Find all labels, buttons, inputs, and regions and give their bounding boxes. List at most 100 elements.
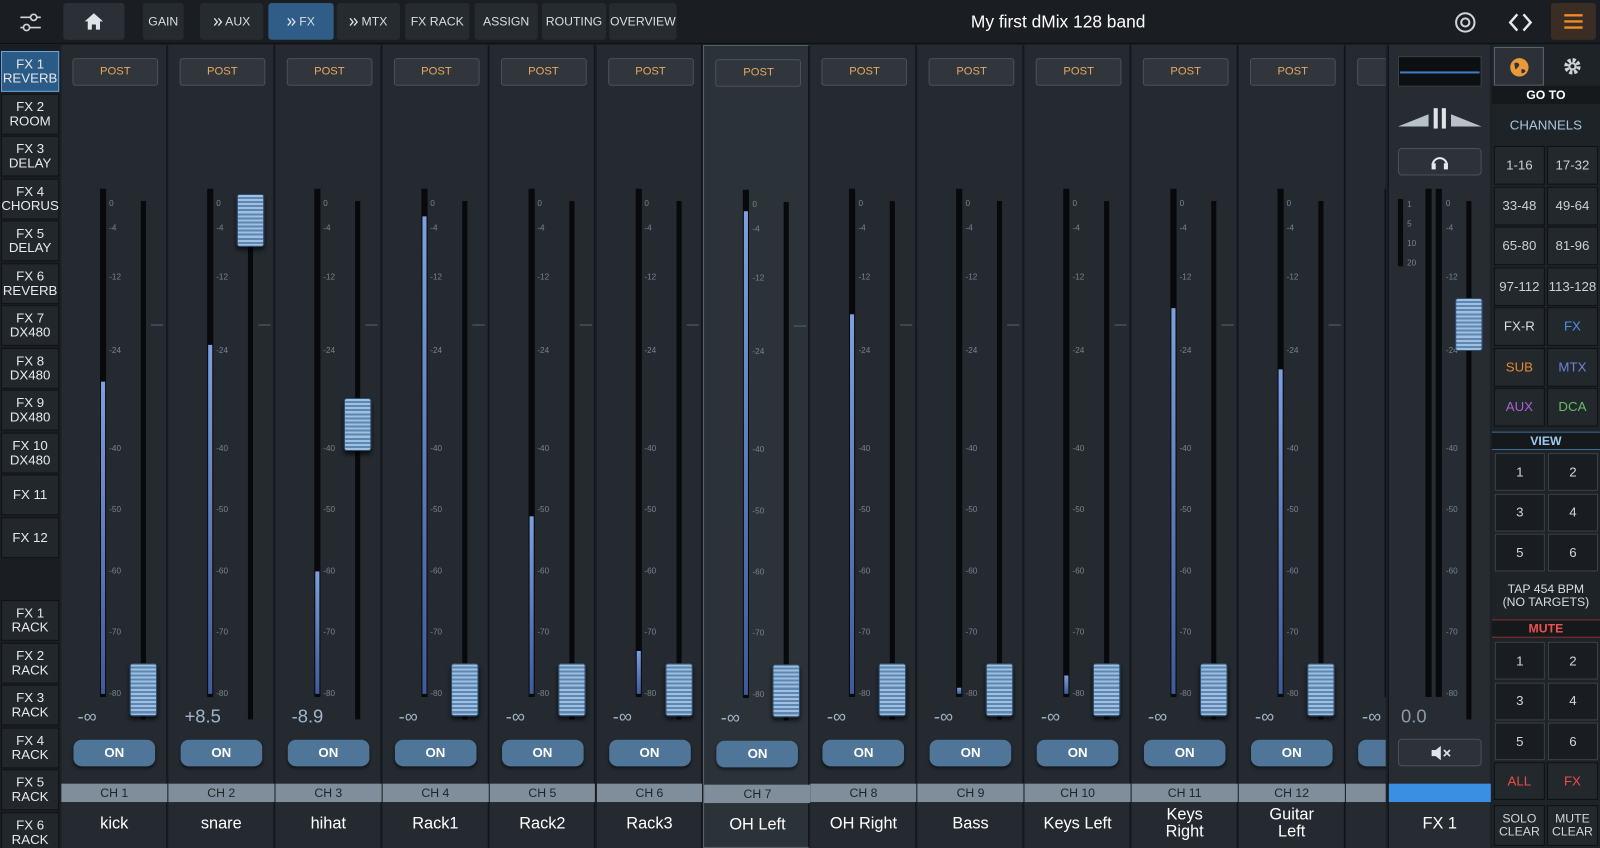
- send-button[interactable]: POST: [928, 58, 1015, 86]
- bank-button[interactable]: DCA: [1546, 387, 1598, 427]
- solo-clear-button[interactable]: SOLO CLEAR: [1493, 805, 1545, 846]
- bank-button[interactable]: FX-R: [1493, 307, 1545, 346]
- rack-select-button[interactable]: FX 1 RACK: [1, 599, 60, 641]
- fader-knob[interactable]: [236, 193, 265, 247]
- bank-button[interactable]: MTX: [1546, 347, 1598, 387]
- on-button[interactable]: ON: [287, 739, 370, 767]
- fx-select-button[interactable]: FX 4 CHORUS: [1, 178, 60, 219]
- send-button[interactable]: POST: [1249, 58, 1336, 86]
- send-button[interactable]: POST: [607, 58, 694, 86]
- fx-select-button[interactable]: FX 7 DX480: [1, 305, 60, 346]
- tab[interactable]: MTX: [336, 3, 400, 40]
- fx-select-button[interactable]: FX 1 REVERB: [1, 51, 60, 92]
- channel-name[interactable]: Rack2: [489, 804, 595, 845]
- bank-button[interactable]: FX: [1546, 307, 1598, 346]
- send-button[interactable]: POST: [1142, 58, 1229, 86]
- headphone-button[interactable]: [1397, 147, 1482, 176]
- mute-group-button[interactable]: 4: [1547, 682, 1598, 720]
- fader-knob[interactable]: [664, 663, 693, 717]
- rack-select-button[interactable]: FX 4 RACK: [1, 727, 60, 768]
- view-button[interactable]: 4: [1547, 493, 1598, 532]
- fx-select-button[interactable]: FX 2 ROOM: [1, 93, 60, 135]
- channel-name[interactable]: snare: [168, 804, 274, 845]
- channel-name[interactable]: Keys Right: [1132, 804, 1238, 845]
- on-button[interactable]: ON: [716, 740, 799, 768]
- bank-button[interactable]: 1-16: [1493, 145, 1545, 185]
- channel-name[interactable]: Keys Left: [1025, 804, 1131, 845]
- bank-button[interactable]: 17-32: [1546, 145, 1598, 185]
- mixer-icon[interactable]: [18, 12, 42, 32]
- channels-button[interactable]: CHANNELS: [1509, 117, 1583, 133]
- home-button[interactable]: [63, 3, 125, 40]
- send-button[interactable]: POST: [500, 58, 587, 86]
- channel-name[interactable]: OH Left: [704, 805, 810, 846]
- mute-fx-button[interactable]: FX: [1546, 762, 1598, 800]
- fader-knob[interactable]: [450, 663, 479, 717]
- channel-name[interactable]: Rack3: [596, 804, 702, 845]
- on-button[interactable]: ON: [73, 739, 156, 767]
- collapse-icon[interactable]: [1507, 11, 1534, 33]
- globe-button[interactable]: [1493, 46, 1544, 86]
- fader-knob[interactable]: [878, 663, 907, 717]
- tab[interactable]: ROUTING: [541, 3, 607, 40]
- fx-select-button[interactable]: FX 5 DELAY: [1, 220, 60, 262]
- bypass-icon[interactable]: [1397, 106, 1482, 130]
- fader-knob[interactable]: [1455, 297, 1483, 352]
- on-button[interactable]: ON: [822, 739, 905, 767]
- on-button[interactable]: ON: [1143, 739, 1226, 767]
- fader-knob[interactable]: [557, 663, 586, 717]
- send-button[interactable]: POST: [179, 58, 266, 86]
- fx-select-button[interactable]: FX 12: [1, 516, 60, 558]
- view-button[interactable]: 1: [1494, 453, 1545, 491]
- on-button[interactable]: ON: [1250, 739, 1333, 767]
- send-button[interactable]: POST: [286, 58, 373, 86]
- view-button[interactable]: 3: [1494, 493, 1545, 532]
- mute-group-button[interactable]: 6: [1547, 722, 1598, 761]
- bank-button[interactable]: 49-64: [1546, 186, 1598, 225]
- send-button[interactable]: POST: [393, 58, 480, 86]
- tab[interactable]: AUX: [199, 3, 264, 40]
- send-button[interactable]: POST: [1035, 58, 1122, 86]
- fader-knob[interactable]: [985, 663, 1014, 717]
- channel-name[interactable]: OH Right: [811, 804, 917, 845]
- on-button[interactable]: ON: [608, 739, 691, 767]
- channel-name[interactable]: Guitar Left: [1239, 804, 1345, 845]
- channel-name[interactable]: Rack1: [382, 804, 488, 845]
- view-button[interactable]: 6: [1547, 533, 1598, 572]
- bank-button[interactable]: 97-112: [1493, 266, 1545, 306]
- on-button[interactable]: ON: [929, 739, 1012, 767]
- channel-name[interactable]: GR: [1346, 804, 1386, 845]
- snapshot-icon[interactable]: [1453, 10, 1477, 34]
- mute-clear-button[interactable]: MUTE CLEAR: [1546, 805, 1598, 846]
- channel-name[interactable]: hihat: [275, 804, 381, 845]
- tap-tempo[interactable]: TAP 454 BPM (NO TARGETS): [1492, 576, 1600, 617]
- fx-select-button[interactable]: FX 10 DX480: [1, 432, 60, 473]
- fader-knob[interactable]: [129, 663, 158, 717]
- fader-knob[interactable]: [343, 397, 372, 451]
- bank-button[interactable]: SUB: [1493, 347, 1545, 387]
- rack-select-button[interactable]: FX 3 RACK: [1, 684, 60, 726]
- tab[interactable]: FX RACK: [405, 3, 470, 40]
- on-button[interactable]: ON: [180, 739, 263, 767]
- mute-group-button[interactable]: 1: [1494, 641, 1545, 680]
- on-button[interactable]: ON: [501, 739, 584, 767]
- tab[interactable]: FX: [268, 3, 334, 40]
- view-button[interactable]: 2: [1547, 453, 1598, 491]
- menu-button[interactable]: [1551, 3, 1596, 40]
- settings-button[interactable]: [1547, 47, 1598, 86]
- send-button[interactable]: POST: [72, 58, 159, 86]
- fader-knob[interactable]: [772, 664, 801, 718]
- on-button[interactable]: ON: [394, 739, 477, 767]
- send-button[interactable]: P: [1356, 58, 1386, 86]
- fx-select-button[interactable]: FX 8 DX480: [1, 347, 60, 389]
- send-button[interactable]: POST: [715, 59, 802, 87]
- rack-select-button[interactable]: FX 5 RACK: [1, 769, 60, 811]
- bank-button[interactable]: AUX: [1493, 387, 1545, 427]
- channel-name[interactable]: Bass: [918, 804, 1024, 845]
- rack-select-button[interactable]: FX 2 RACK: [1, 642, 60, 684]
- bank-button[interactable]: 33-48: [1493, 186, 1545, 225]
- view-button[interactable]: 5: [1494, 533, 1545, 572]
- on-button[interactable]: ON: [1036, 739, 1119, 767]
- fader-knob[interactable]: [1199, 663, 1228, 717]
- tab[interactable]: GAIN: [142, 3, 184, 40]
